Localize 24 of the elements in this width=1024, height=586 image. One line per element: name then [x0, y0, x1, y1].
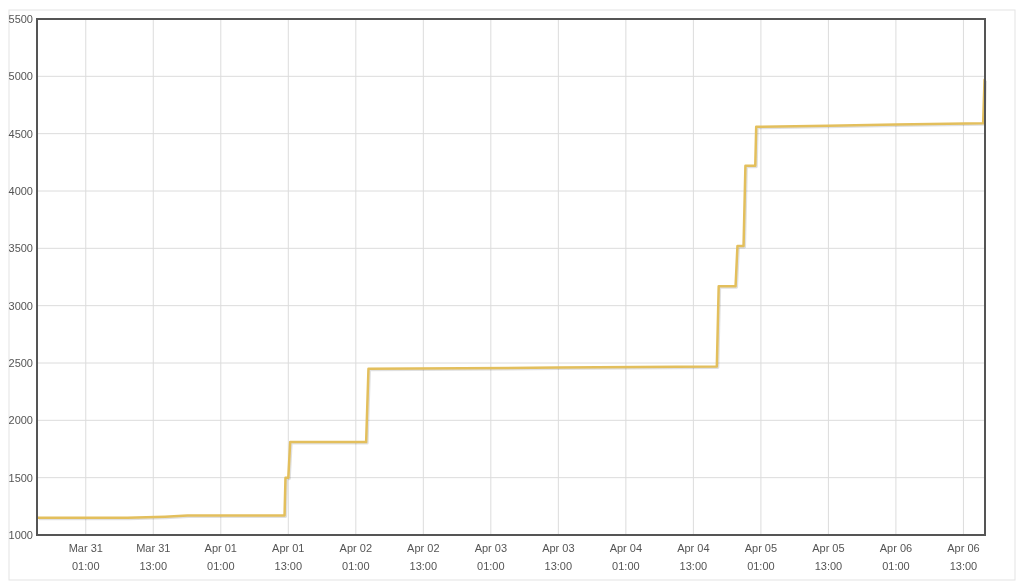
x-tick-label: Apr 03 01:00: [474, 542, 508, 572]
x-tick-label: Apr 01 01:00: [204, 542, 237, 572]
y-tick-label: 2500: [8, 356, 33, 369]
y-tick-label: 4500: [8, 127, 33, 140]
x-tick-label: Mar 31 13:00: [136, 542, 171, 572]
y-tick-label: 5000: [8, 70, 33, 83]
x-tick-label: Apr 02 01:00: [339, 542, 373, 572]
x-tick-label: Apr 04 01:00: [609, 542, 643, 572]
y-tick-label: 5500: [8, 12, 33, 25]
x-tick-label: Mar 31 01:00: [68, 542, 103, 572]
x-tick-label: Apr 01 13:00: [272, 542, 305, 572]
x-tick-label: Apr 05 01:00: [744, 542, 778, 572]
x-tick-label: Apr 06 01:00: [879, 542, 913, 572]
y-tick-label: 1000: [8, 528, 33, 541]
x-tick-label: Apr 05 13:00: [812, 542, 845, 572]
y-tick-label: 1500: [8, 471, 33, 484]
x-tick-label: Apr 02 13:00: [407, 542, 440, 572]
y-tick-label: 2000: [8, 414, 33, 427]
x-tick-label: Apr 04 13:00: [677, 542, 710, 572]
x-tick-label: Apr 03 13:00: [542, 542, 575, 572]
y-tick-label: 3500: [8, 242, 33, 255]
y-tick-label: 4000: [8, 184, 33, 197]
x-tick-label: Apr 06 13:00: [947, 542, 980, 572]
y-tick-label: 3000: [8, 299, 33, 312]
